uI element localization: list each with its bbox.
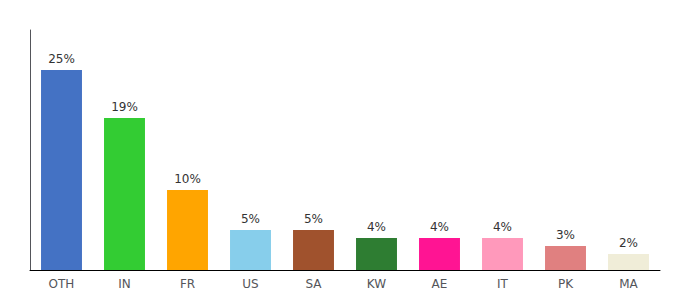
svg-text:3%: 3% [556, 228, 575, 242]
svg-text:10%: 10% [174, 172, 201, 186]
svg-text:4%: 4% [367, 220, 386, 234]
svg-text:US: US [242, 277, 258, 291]
svg-text:PK: PK [558, 277, 574, 291]
svg-text:4%: 4% [430, 220, 449, 234]
svg-text:4%: 4% [493, 220, 512, 234]
svg-text:2%: 2% [619, 236, 638, 250]
svg-text:5%: 5% [304, 212, 323, 226]
svg-text:SA: SA [305, 277, 322, 291]
svg-text:25%: 25% [48, 52, 75, 66]
svg-text:OTH: OTH [49, 277, 75, 291]
svg-text:IN: IN [118, 277, 131, 291]
svg-text:MA: MA [619, 277, 638, 291]
svg-text:KW: KW [367, 277, 386, 291]
svg-text:IT: IT [497, 277, 509, 291]
svg-text:5%: 5% [241, 212, 260, 226]
svg-text:19%: 19% [111, 100, 138, 114]
svg-text:FR: FR [180, 277, 195, 291]
svg-text:AE: AE [432, 277, 448, 291]
